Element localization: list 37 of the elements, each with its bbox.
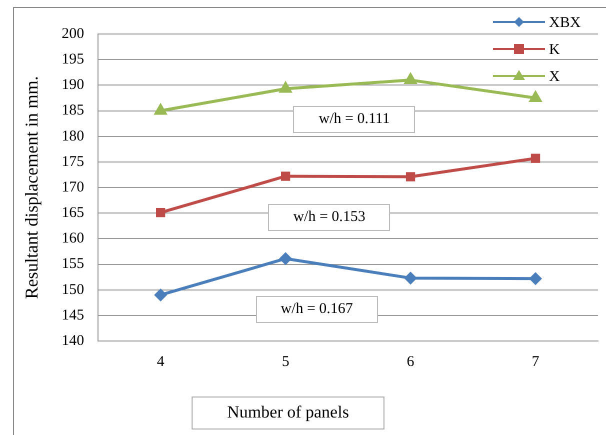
point xyxy=(528,90,542,102)
y-tick-label: 160 xyxy=(62,230,84,247)
x-tick-label: 4 xyxy=(156,354,165,370)
point xyxy=(404,272,418,285)
y-tick-label: 140 xyxy=(62,332,84,349)
x-tick-label: 6 xyxy=(406,354,415,370)
y-tick-label: 180 xyxy=(62,128,84,144)
point xyxy=(278,80,292,93)
y-tick-label: 155 xyxy=(62,256,84,272)
legend-label: K xyxy=(549,42,560,58)
y-tick-label: 190 xyxy=(62,77,84,94)
y-tick-label: 145 xyxy=(62,307,84,324)
legend-label: XBX xyxy=(549,14,581,31)
y-axis-title: Resultant displacement in mm. xyxy=(22,76,42,299)
y-tick-label: 200 xyxy=(62,26,84,42)
x-tick-label: 7 xyxy=(532,354,540,370)
point xyxy=(280,172,290,181)
point xyxy=(530,154,540,163)
text-box: w/h = 0.167 xyxy=(256,296,378,323)
legend-label: X xyxy=(549,68,560,85)
point xyxy=(279,252,292,266)
text-box: w/h = 0.153 xyxy=(268,204,390,232)
point xyxy=(154,288,168,302)
x-axis-title: Number of panels xyxy=(227,402,349,422)
point xyxy=(404,72,418,84)
x-tick-label: 5 xyxy=(282,354,290,370)
point xyxy=(156,208,166,218)
y-tick-label: 195 xyxy=(62,52,84,68)
point xyxy=(154,102,168,115)
y-tick-label: 185 xyxy=(62,102,84,119)
y-tick-label: 170 xyxy=(62,179,84,196)
point xyxy=(529,272,542,286)
y-tick-label: 150 xyxy=(62,282,84,298)
y-tick-label: 165 xyxy=(62,205,84,222)
y-tick-label: 175 xyxy=(62,154,84,170)
text-box: w/h = 0.111 xyxy=(293,106,416,133)
point xyxy=(406,172,416,182)
